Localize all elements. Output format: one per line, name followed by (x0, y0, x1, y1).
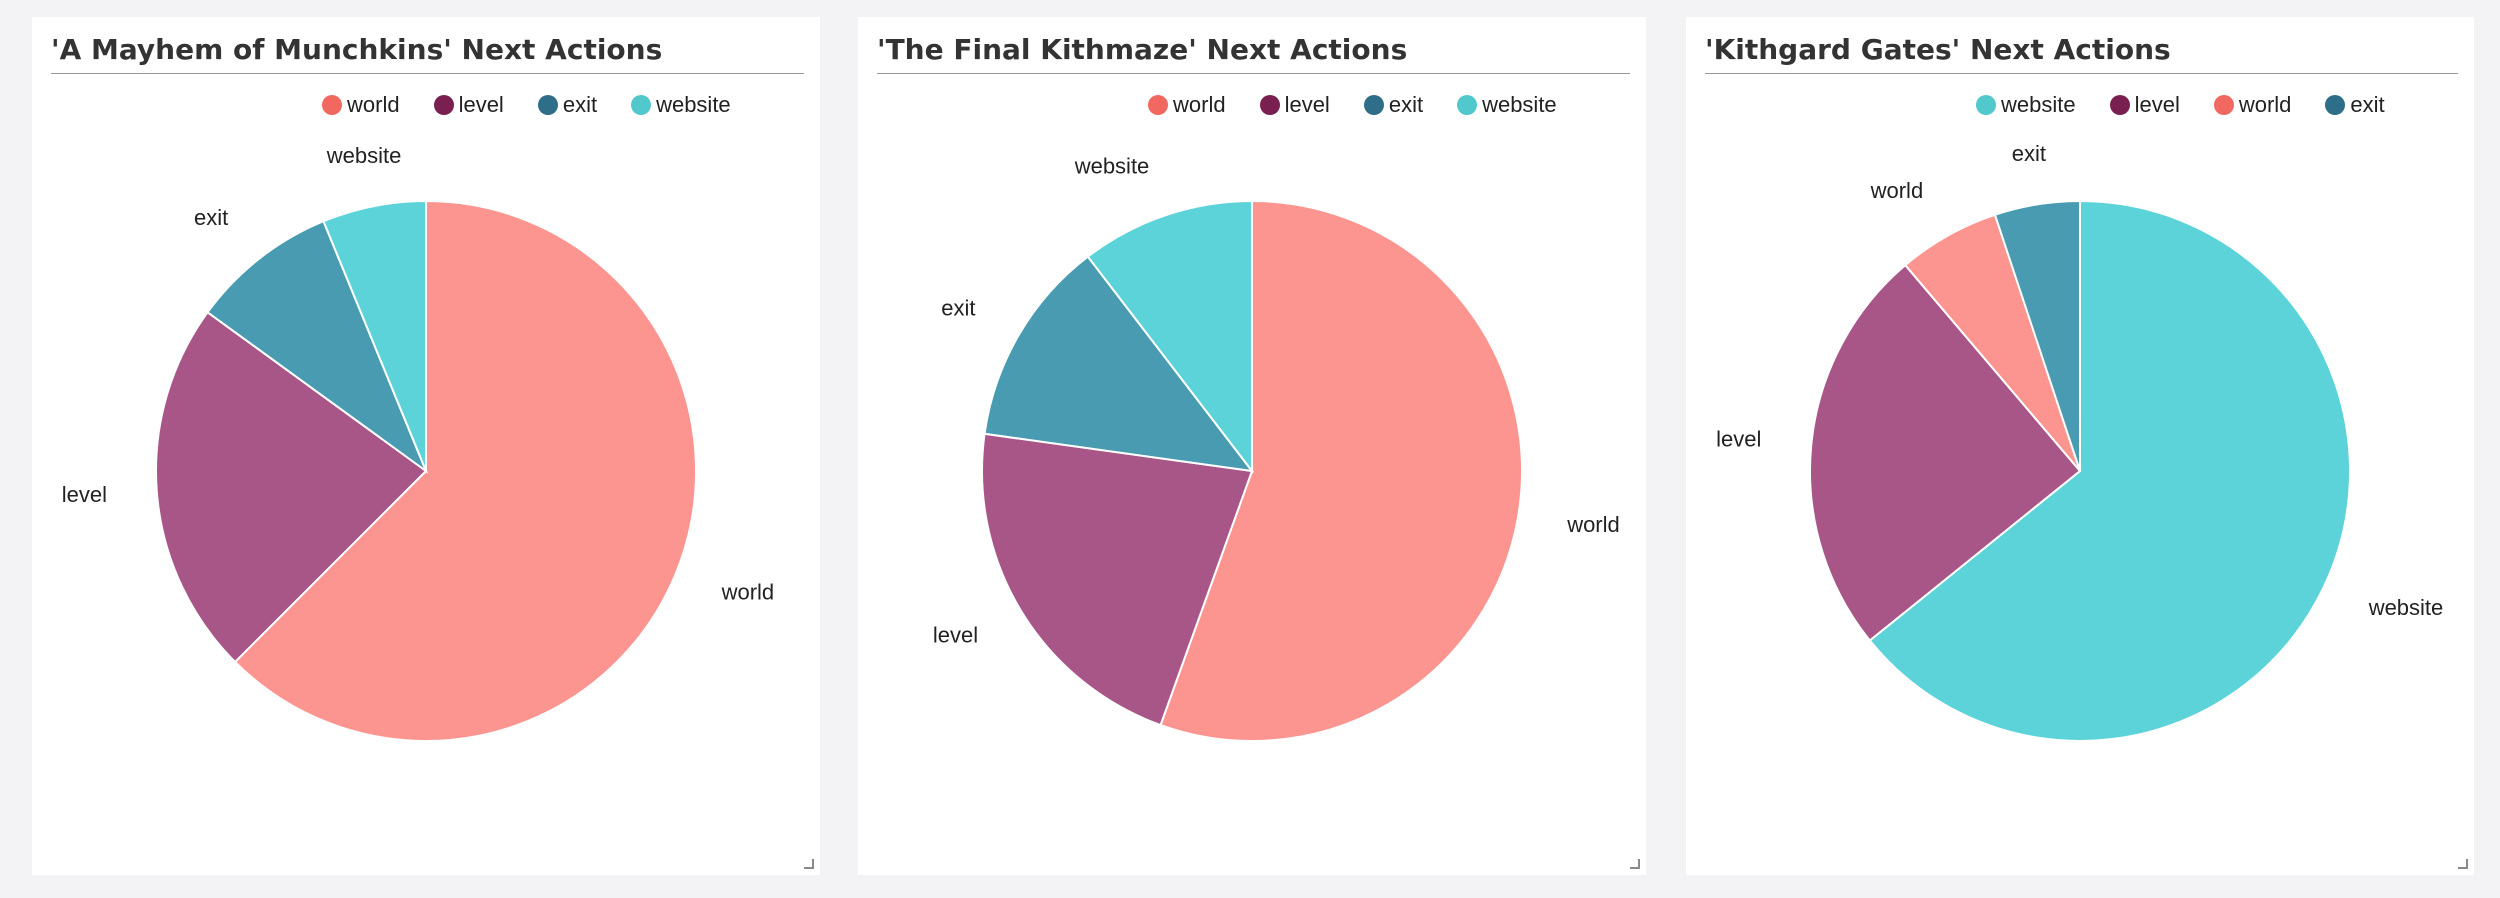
legend-label: level (458, 92, 504, 117)
pie-slice-level[interactable] (1809, 263, 2082, 642)
resize-handle[interactable] (2458, 859, 2468, 869)
legend-label: exit (2350, 92, 2385, 117)
pie-slice-world[interactable] (233, 199, 697, 742)
resize-handle[interactable] (1630, 859, 1640, 869)
legend-label: world (2238, 92, 2292, 117)
pie-slice-website[interactable] (1868, 199, 2351, 742)
legend-label: website (1482, 92, 1557, 117)
legend-item-level[interactable]: level (433, 92, 504, 118)
legend-item-exit[interactable]: exit (1363, 92, 1424, 118)
pie-chart: website level world exit (1716, 141, 2444, 742)
legend-dot-icon (1457, 95, 1478, 115)
chart-title: 'Kithgard Gates' Next Actions (1705, 32, 2458, 74)
slice-label-exit: exit (2012, 141, 2046, 166)
slice-label-level: level (62, 482, 107, 507)
legend-item-website[interactable]: website (1457, 92, 1557, 118)
pie-slice-website[interactable] (322, 199, 427, 472)
legend-label: world (1173, 92, 1226, 117)
legend-item-level[interactable]: level (1259, 92, 1330, 118)
legend-dot-icon (631, 95, 652, 115)
legend-dot-icon (1976, 95, 1996, 115)
pie-slice-world[interactable] (1159, 199, 1523, 742)
legend-item-world[interactable]: world (322, 92, 400, 118)
slice-label-website: website (2368, 595, 2444, 620)
resize-handle[interactable] (804, 859, 814, 869)
legend-label: level (1284, 92, 1330, 117)
slice-label-level: level (1716, 427, 1761, 452)
pie-chart: world level exit website (62, 143, 775, 742)
legend-dot-icon (2213, 95, 2234, 115)
slice-label-world: world (1870, 178, 1924, 203)
chart-panel-final-kithmaze: 'The Final Kithmaze' Next Actions world l… (858, 17, 1646, 875)
legend-label: world (347, 92, 400, 117)
legend-item-website[interactable]: website (631, 92, 731, 118)
chart-panel-kithgard-gates: 'Kithgard Gates' Next Actions website lev… (1686, 17, 2474, 875)
legend-dot-icon (1259, 95, 1280, 115)
slice-label-exit: exit (941, 296, 975, 321)
legend-item-exit[interactable]: exit (2325, 92, 2385, 118)
legend-dot-icon (1148, 95, 1168, 115)
chart-title: 'A Mayhem of Munchkins' Next Actions (51, 32, 804, 74)
slice-label-exit: exit (194, 205, 228, 230)
slice-label-website: website (1074, 154, 1150, 179)
legend-label: level (2134, 92, 2180, 117)
legend-dot-icon (2109, 95, 2130, 115)
legend-label: website (2001, 92, 2076, 117)
pie-slice-exit[interactable] (206, 219, 429, 474)
pie-slice-level[interactable] (981, 432, 1254, 727)
legend-item-website[interactable]: website (1976, 92, 2076, 118)
legend-dot-icon (433, 95, 454, 115)
legend-label: website (656, 92, 731, 117)
legend-item-world[interactable]: world (1148, 92, 1226, 118)
legend-dot-icon (2325, 95, 2346, 115)
slice-label-world: world (721, 579, 775, 604)
pie-slice-website[interactable] (1086, 199, 1253, 474)
legend-label: exit (562, 92, 598, 117)
legend-item-world[interactable]: world (2213, 92, 2292, 118)
slice-label-level: level (933, 622, 978, 647)
chart-panel-mayhem-of-munchkins: 'A Mayhem of Munchkins' Next Actions wor… (32, 17, 820, 875)
legend-dot-icon (537, 95, 558, 115)
chart-legend: website level world exit (1976, 89, 2419, 121)
legend-item-level[interactable]: level (2109, 92, 2180, 118)
pie-slice-exit[interactable] (1993, 199, 2081, 472)
slice-label-website: website (326, 143, 402, 168)
pie-chart: world level exit website (933, 154, 1620, 742)
legend-dot-icon (322, 95, 342, 115)
pie-slice-exit[interactable] (983, 255, 1255, 473)
chart-legend: world level exit website (1148, 89, 1591, 121)
legend-item-exit[interactable]: exit (537, 92, 598, 118)
slice-label-world: world (1566, 512, 1620, 537)
legend-dot-icon (1363, 95, 1384, 115)
pie-slice-level[interactable] (155, 310, 428, 664)
legend-label: exit (1388, 92, 1424, 117)
chart-title: 'The Final Kithmaze' Next Actions (877, 32, 1630, 74)
chart-legend: world level exit website (322, 89, 765, 121)
